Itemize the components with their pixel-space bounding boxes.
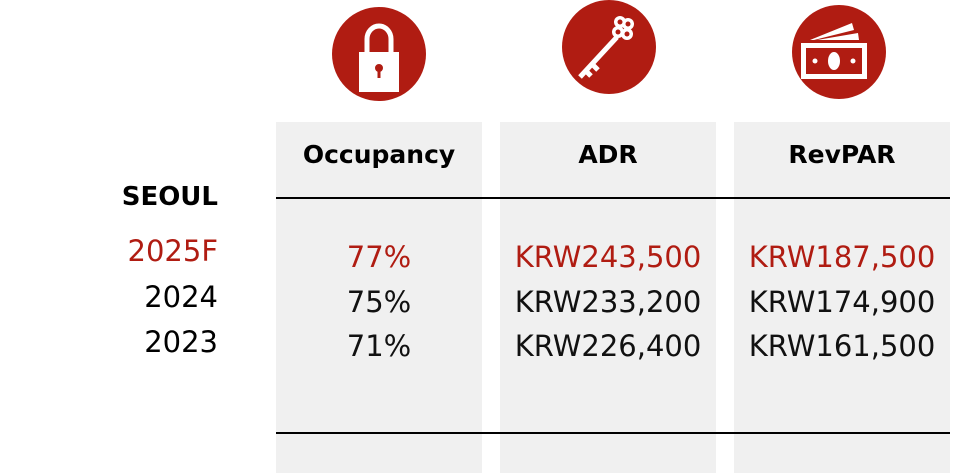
city-label: SEOUL xyxy=(121,182,218,212)
header-occupancy: Occupancy xyxy=(302,140,456,169)
revpar-value: KRW161,500 xyxy=(748,329,936,363)
revpar-column xyxy=(734,122,950,473)
header-revpar: RevPAR xyxy=(788,140,896,169)
occupancy-column xyxy=(276,122,482,473)
occupancy-value: 75% xyxy=(346,285,412,319)
adr-value: KRW233,200 xyxy=(514,285,702,319)
lock-icon xyxy=(332,7,426,101)
divider-bottom xyxy=(276,432,950,434)
adr-value: KRW243,500 xyxy=(514,240,702,274)
divider-top xyxy=(276,197,950,199)
occupancy-value: 71% xyxy=(346,329,412,363)
money-icon xyxy=(792,5,886,99)
revpar-value: KRW174,900 xyxy=(748,285,936,319)
adr-column xyxy=(500,122,716,473)
key-icon xyxy=(562,0,656,94)
year-label: 2025F xyxy=(127,234,218,268)
header-adr: ADR xyxy=(578,140,638,169)
occupancy-value: 77% xyxy=(346,240,412,274)
year-label: 2023 xyxy=(144,325,218,359)
adr-value: KRW226,400 xyxy=(514,329,702,363)
year-label: 2024 xyxy=(144,280,218,314)
revpar-value: KRW187,500 xyxy=(748,240,936,274)
